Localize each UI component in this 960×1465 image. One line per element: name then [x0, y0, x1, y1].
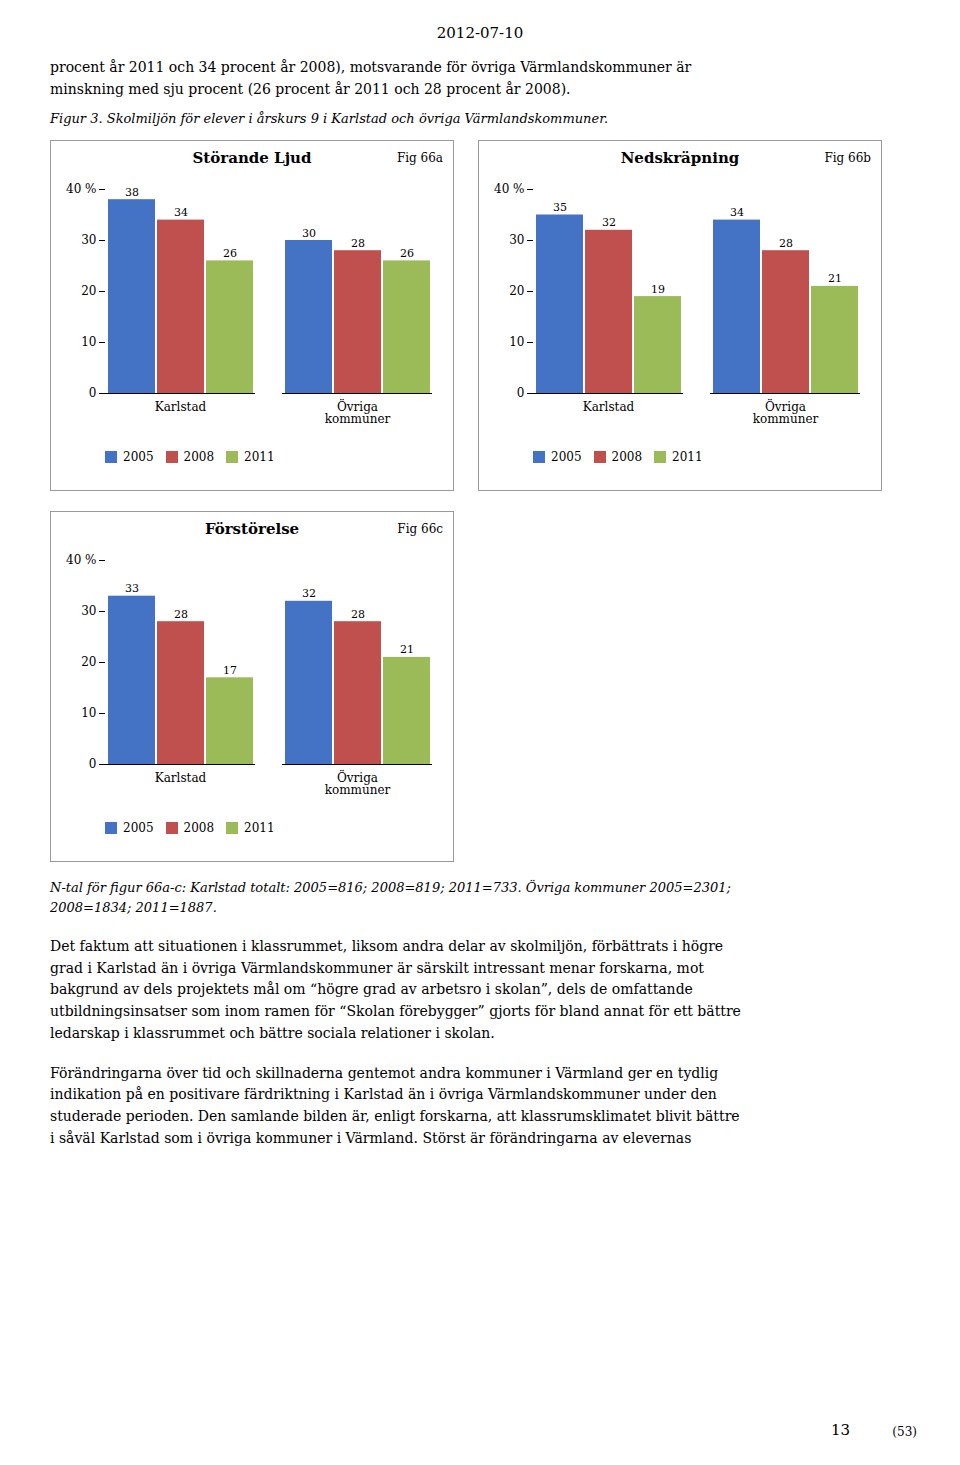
html-text:procent år 2011 och 34 procent: procent år 2011 och 34 procent år 2008),…	[50, 59, 692, 98]
html-text:2005: 2005	[551, 450, 582, 465]
html-text:Förändringarna över tid och sk: Förändringarna över tid och skillnaderna…	[50, 1064, 740, 1146]
html-text:Förstörelse: Förstörelse	[204, 519, 300, 538]
svg-text:32: 32	[602, 216, 616, 229]
svg-text:Karlstad: Karlstad	[155, 771, 207, 785]
svg-text:21: 21	[400, 643, 414, 656]
html-text:2012-07-10: 2012-07-10	[436, 24, 524, 42]
html-text:2011: 2011	[244, 821, 275, 836]
svg-text:28: 28	[351, 236, 365, 249]
svg-text:33: 33	[125, 582, 139, 595]
html-text:(53): (53)	[892, 1425, 917, 1439]
html-text:2008: 2008	[183, 450, 215, 465]
html-text:N-tal för figur 66a-c: Karlsta: N-tal för figur 66a-c: Karlstad totalt: …	[50, 879, 731, 915]
svg-text:30: 30	[509, 233, 524, 247]
svg-text:40 %: 40 %	[66, 182, 97, 196]
svg-text:19: 19	[651, 282, 665, 295]
html-text:Fig 66a: Fig 66a	[396, 150, 443, 165]
svg-text:Övrigakommuner: Övrigakommuner	[325, 769, 391, 797]
html-text:Nedskräpning: Nedskräpning	[620, 148, 740, 167]
html-text:2005: 2005	[123, 450, 154, 465]
svg-text:Karlstad: Karlstad	[155, 400, 207, 414]
svg-text:26: 26	[400, 247, 414, 260]
html-text:Fig 66b: Fig 66b	[824, 150, 871, 165]
svg-text:0: 0	[89, 386, 97, 400]
svg-text:20: 20	[509, 284, 524, 298]
html-text:2011: 2011	[672, 450, 703, 465]
svg-text:21: 21	[828, 272, 842, 285]
svg-text:Övrigakommuner: Övrigakommuner	[325, 398, 391, 426]
html-text:2011: 2011	[244, 450, 275, 465]
html-text:13: 13	[830, 1421, 850, 1439]
svg-text:Karlstad: Karlstad	[583, 400, 635, 414]
svg-text:28: 28	[779, 236, 793, 249]
svg-text:20: 20	[81, 655, 96, 669]
svg-text:10: 10	[81, 335, 96, 349]
html-text:Figur 3. Skolmiljön för elever: Figur 3. Skolmiljön för elever i årskurs…	[50, 110, 609, 126]
svg-text:10: 10	[509, 335, 524, 349]
svg-text:40 %: 40 %	[66, 553, 97, 567]
html-text:2008: 2008	[183, 821, 215, 836]
svg-text:26: 26	[223, 247, 237, 260]
svg-text:40 %: 40 %	[494, 182, 525, 196]
html-text:2005: 2005	[123, 821, 154, 836]
svg-text:30: 30	[302, 226, 316, 239]
svg-text:20: 20	[81, 284, 96, 298]
svg-text:34: 34	[730, 206, 744, 219]
svg-text:30: 30	[81, 604, 96, 618]
svg-text:32: 32	[302, 587, 316, 600]
html-text:2008: 2008	[611, 450, 643, 465]
svg-text:17: 17	[223, 664, 237, 677]
svg-text:10: 10	[81, 706, 96, 720]
svg-text:28: 28	[351, 607, 365, 620]
svg-text:34: 34	[174, 206, 188, 219]
svg-text:35: 35	[553, 201, 567, 214]
svg-text:0: 0	[89, 757, 97, 771]
html-text:Det faktum att situationen i k: Det faktum att situationen i klassrummet…	[50, 938, 741, 1041]
svg-text:Övrigakommuner: Övrigakommuner	[753, 398, 819, 426]
svg-text:30: 30	[81, 233, 96, 247]
svg-text:28: 28	[174, 607, 188, 620]
svg-text:38: 38	[125, 185, 139, 198]
svg-text:0: 0	[517, 386, 525, 400]
html-text:Fig 66c: Fig 66c	[397, 521, 443, 536]
html-text:Störande Ljud: Störande Ljud	[192, 148, 312, 167]
